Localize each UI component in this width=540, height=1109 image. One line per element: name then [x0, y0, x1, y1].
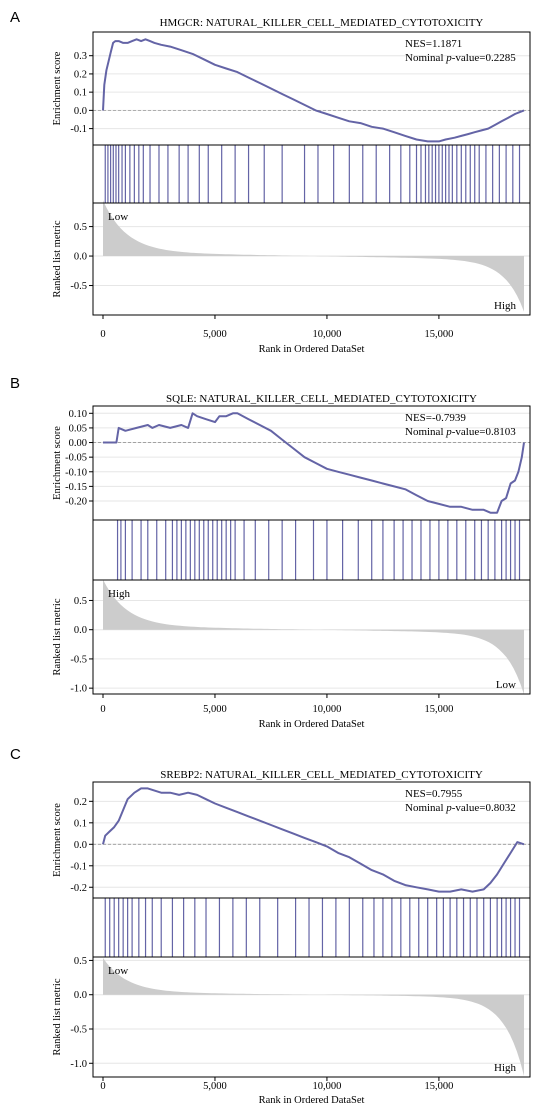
panel-letter: A — [10, 9, 20, 26]
metric-axis-label: Ranked list metric — [52, 598, 63, 675]
metric-tick-label: -1.0 — [70, 684, 87, 695]
metric-left-label: Low — [108, 965, 128, 977]
x-tick-label: 5,000 — [203, 704, 227, 715]
x-tick-label: 15,000 — [424, 1081, 453, 1092]
es-axis-label: Enrichment score — [52, 426, 63, 500]
pvalue-italic: p — [445, 802, 452, 814]
chart-title: SQLE: NATURAL_KILLER_CELL_MEDIATED_CYTOT… — [166, 393, 477, 405]
metric-frame — [92, 956, 531, 1078]
pvalue-italic: p — [445, 426, 452, 438]
ranked-metric-area — [103, 200, 524, 312]
panel-b: B SQLE: NATURAL_KILLER_CELL_MEDIATED_CYTO… — [10, 375, 531, 730]
pvalue-text: Nominal p-value=0.8103 — [405, 426, 516, 438]
hit-frame — [92, 897, 531, 958]
es-tick-label: 0.00 — [69, 438, 87, 449]
metric-tick-label: 0.0 — [74, 625, 87, 636]
metric-right-label: High — [494, 300, 517, 312]
pvalue-prefix: Nominal — [405, 802, 446, 814]
pvalue-suffix: -value=0.2285 — [452, 52, 516, 64]
x-tick-label: 15,000 — [424, 704, 453, 715]
ranked-metric-area — [103, 958, 524, 1076]
x-tick-label: 0 — [100, 329, 105, 340]
es-tick-label: -0.2 — [70, 883, 87, 894]
es-frame — [92, 31, 531, 146]
enrichment-score-line — [103, 412, 525, 514]
panel-letter: B — [10, 375, 20, 392]
es-tick-label: -0.1 — [70, 861, 87, 872]
metric-axis-label: Ranked list metric — [52, 220, 63, 297]
es-tick-label: -0.1 — [70, 124, 87, 135]
panel-c: C SREBP2: NATURAL_KILLER_CELL_MEDIATED_CY… — [10, 746, 531, 1106]
metric-tick-label: 0.5 — [74, 956, 87, 967]
x-tick-label: 15,000 — [424, 329, 453, 340]
nes-text: NES=1.1871 — [405, 38, 462, 50]
es-tick-label: 0.1 — [74, 88, 87, 99]
x-axis-label: Rank in Ordered DataSet — [259, 719, 365, 730]
es-tick-label: -0.05 — [65, 453, 87, 464]
ranked-metric-area — [103, 579, 524, 695]
x-tick-label: 0 — [100, 1081, 105, 1092]
chart-title: HMGCR: NATURAL_KILLER_CELL_MEDIATED_CYTO… — [160, 17, 484, 29]
pvalue-prefix: Nominal — [405, 52, 446, 64]
es-tick-label: 0.2 — [74, 69, 87, 80]
x-tick-label: 10,000 — [312, 329, 341, 340]
metric-frame — [92, 579, 531, 695]
panel-letter: C — [10, 746, 21, 763]
es-axis-label: Enrichment score — [52, 51, 63, 125]
metric-tick-label: -0.5 — [70, 654, 87, 665]
es-tick-label: 0.0 — [74, 840, 87, 851]
es-tick-label: 0.2 — [74, 797, 87, 808]
es-tick-label: 0.0 — [74, 106, 87, 117]
chart-title: SREBP2: NATURAL_KILLER_CELL_MEDIATED_CYT… — [160, 769, 483, 781]
x-tick-label: 0 — [100, 704, 105, 715]
metric-tick-label: -1.0 — [70, 1059, 87, 1070]
pvalue-italic: p — [445, 52, 452, 64]
x-tick-label: 5,000 — [203, 329, 227, 340]
pvalue-text: Nominal p-value=0.8032 — [405, 802, 516, 814]
enrichment-score-line — [102, 787, 525, 893]
es-tick-label: 0.3 — [74, 51, 87, 62]
es-tick-label: -0.10 — [65, 467, 87, 478]
es-tick-label: 0.1 — [74, 818, 87, 829]
nes-text: NES=0.7955 — [405, 788, 463, 800]
es-tick-label: -0.20 — [65, 497, 87, 508]
pvalue-prefix: Nominal — [405, 426, 446, 438]
metric-tick-label: -0.5 — [70, 1025, 87, 1036]
pvalue-suffix: -value=0.8103 — [452, 426, 516, 438]
enrichment-score-line — [102, 38, 525, 143]
x-axis-label: Rank in Ordered DataSet — [259, 1095, 365, 1106]
panel-a: A HMGCR: NATURAL_KILLER_CELL_MEDIATED_CYT… — [10, 9, 531, 355]
hit-frame — [92, 519, 531, 581]
metric-tick-label: 0.0 — [74, 252, 87, 263]
pvalue-suffix: -value=0.8032 — [452, 802, 516, 814]
es-tick-label: 0.05 — [69, 423, 87, 434]
nes-text: NES=-0.7939 — [405, 412, 466, 424]
metric-tick-label: 0.0 — [74, 990, 87, 1001]
es-tick-label: -0.15 — [65, 482, 87, 493]
x-tick-label: 5,000 — [203, 1081, 227, 1092]
metric-left-label: High — [108, 588, 131, 600]
x-tick-label: 10,000 — [312, 1081, 341, 1092]
es-axis-label: Enrichment score — [52, 803, 63, 877]
es-tick-label: 0.10 — [69, 409, 87, 420]
metric-right-label: High — [494, 1062, 517, 1074]
metric-tick-label: 0.5 — [74, 222, 87, 233]
pvalue-text: Nominal p-value=0.2285 — [405, 52, 516, 64]
metric-tick-label: 0.5 — [74, 596, 87, 607]
metric-tick-label: -0.5 — [70, 281, 87, 292]
metric-left-label: Low — [108, 211, 128, 223]
x-axis-label: Rank in Ordered DataSet — [259, 344, 365, 355]
x-tick-label: 10,000 — [312, 704, 341, 715]
metric-axis-label: Ranked list metric — [52, 978, 63, 1055]
metric-right-label: Low — [496, 679, 516, 691]
